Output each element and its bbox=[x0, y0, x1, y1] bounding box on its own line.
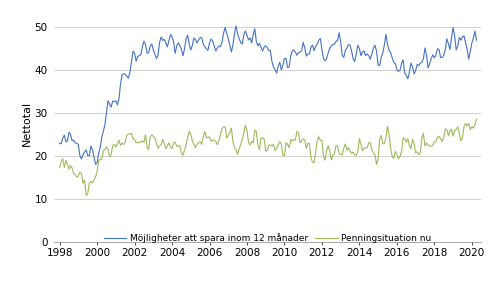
Möjligheter att spara inom 12 månader bbox=[473, 38, 479, 42]
Möjligheter att spara inom 12 månader bbox=[314, 42, 320, 46]
Penningsituation nu bbox=[56, 166, 62, 169]
Penningsituation nu bbox=[278, 142, 284, 146]
Möjligheter att spara inom 12 månader bbox=[56, 141, 62, 145]
Möjligheter att spara inom 12 månader bbox=[397, 69, 403, 72]
Y-axis label: Nettotal: Nettotal bbox=[22, 101, 32, 146]
Penningsituation nu bbox=[83, 194, 89, 197]
Möjligheter att spara inom 12 månader bbox=[199, 36, 205, 40]
Penningsituation nu bbox=[93, 175, 99, 179]
Legend: Möjligheter att spara inom 12 månader, Penningsituation nu: Möjligheter att spara inom 12 månader, P… bbox=[100, 229, 435, 246]
Penningsituation nu bbox=[199, 143, 205, 146]
Möjligheter att spara inom 12 månader bbox=[91, 155, 97, 159]
Penningsituation nu bbox=[313, 150, 319, 153]
Penningsituation nu bbox=[395, 157, 401, 161]
Möjligheter att spara inom 12 månader bbox=[157, 41, 163, 44]
Penningsituation nu bbox=[473, 117, 479, 121]
Möjligheter att spara inom 12 månader bbox=[233, 24, 239, 28]
Line: Penningsituation nu: Penningsituation nu bbox=[59, 119, 476, 195]
Möjligheter att spara inom 12 månader bbox=[280, 63, 286, 67]
Penningsituation nu bbox=[157, 144, 163, 148]
Möjligheter att spara inom 12 månader bbox=[93, 162, 99, 166]
Line: Möjligheter att spara inom 12 månader: Möjligheter att spara inom 12 månader bbox=[59, 26, 476, 164]
